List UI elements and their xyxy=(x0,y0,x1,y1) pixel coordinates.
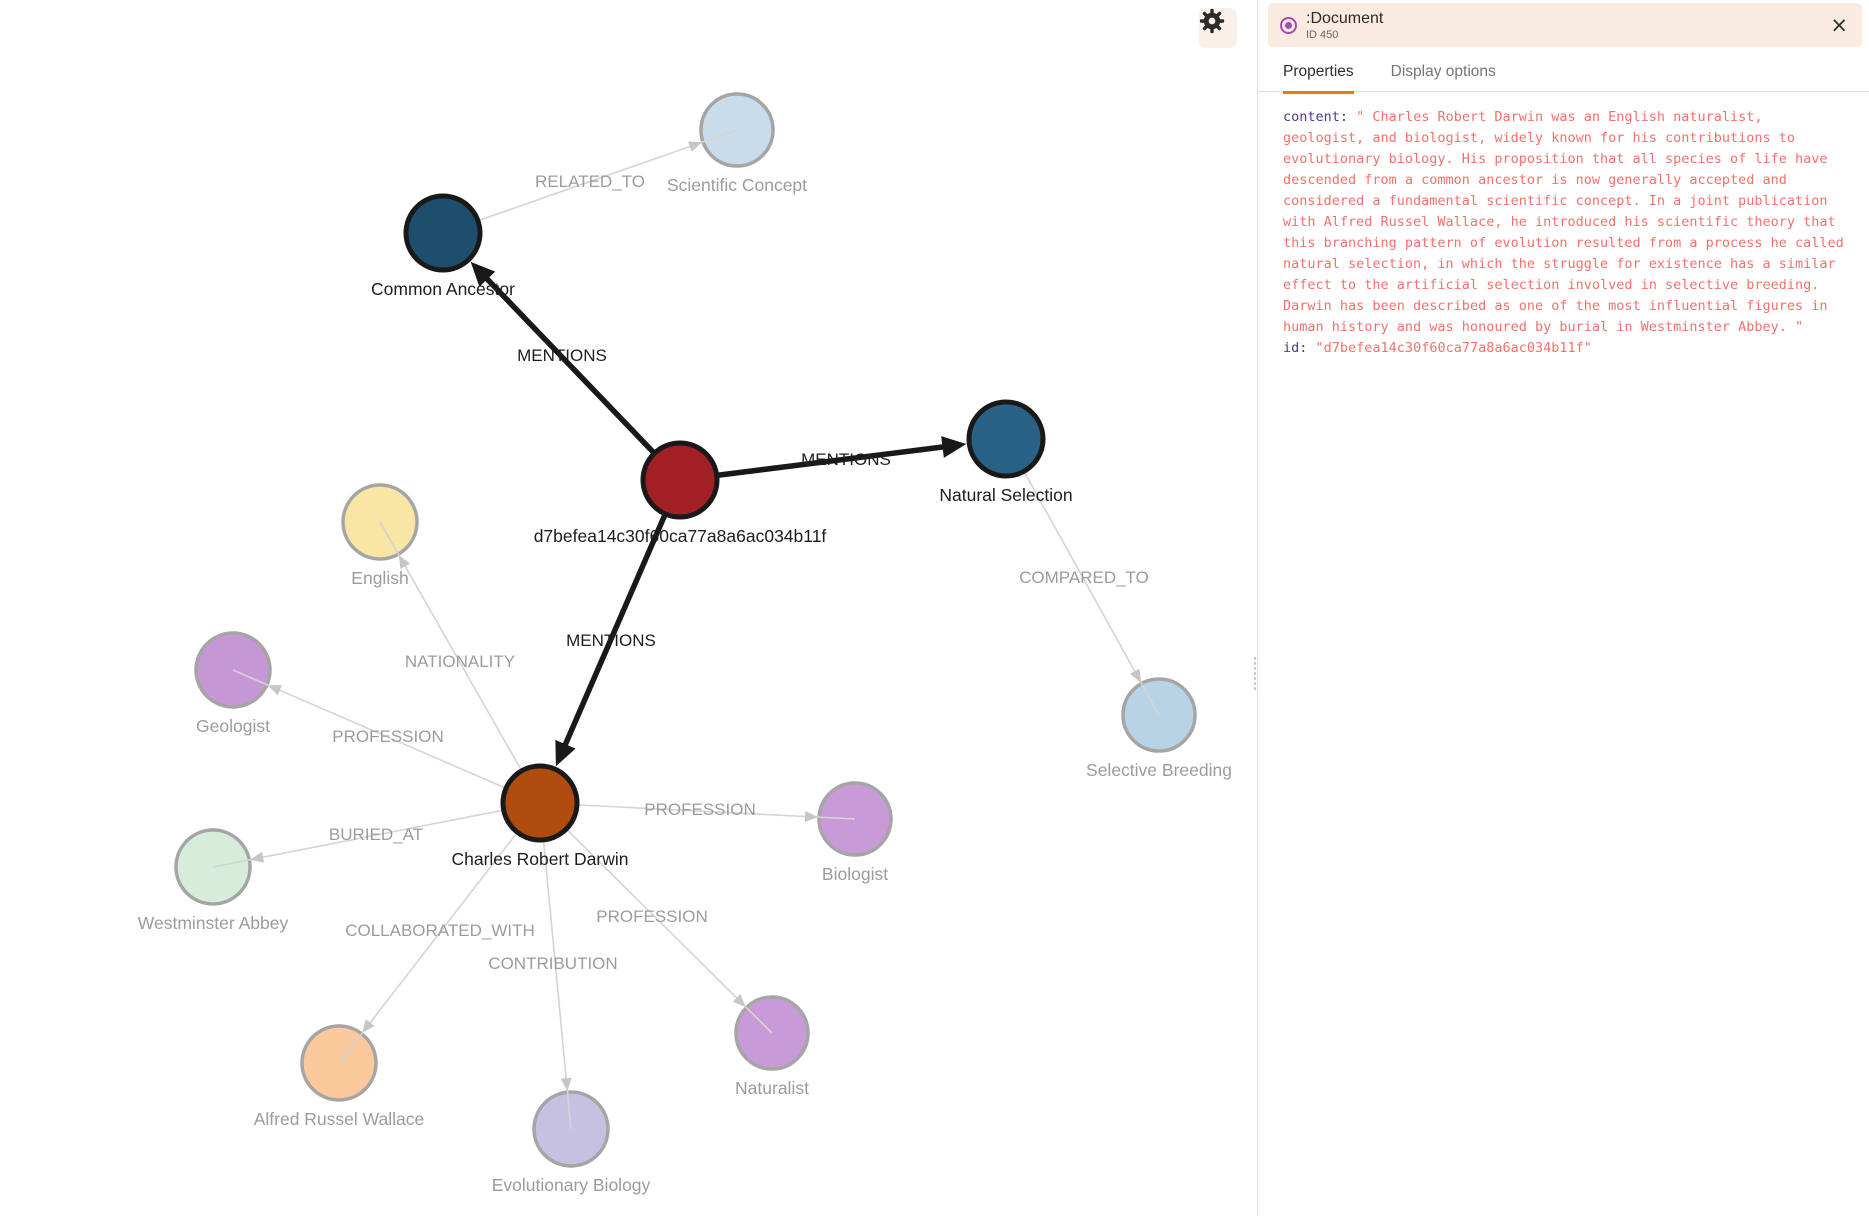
edge-arrowhead xyxy=(732,993,746,1007)
settings-button[interactable] xyxy=(1199,8,1237,48)
edge-label: PROFESSION xyxy=(596,907,707,926)
graph-edge[interactable] xyxy=(539,802,572,1130)
node-label: d7befea14c30f60ca77a8a6ac034b11f xyxy=(534,526,827,546)
graph-node-natural-selection[interactable] xyxy=(966,399,1046,479)
node-label: Westminster Abbey xyxy=(138,913,289,933)
tab-properties[interactable]: Properties xyxy=(1283,63,1354,91)
edge-label: RELATED_TO xyxy=(535,172,645,191)
edge-label: PROFESSION xyxy=(644,800,755,819)
gear-icon xyxy=(1199,8,1225,34)
graph-edge[interactable] xyxy=(379,521,541,804)
node-label: Scientific Concept xyxy=(667,175,807,195)
graph-edge[interactable] xyxy=(232,669,541,804)
node-header-card: :Document ID 450 × xyxy=(1268,3,1862,47)
node-label: Charles Robert Darwin xyxy=(451,849,628,869)
edge-arrowhead xyxy=(267,685,282,696)
node-label: Natural Selection xyxy=(939,485,1072,505)
edge-label: BURIED_AT xyxy=(329,825,423,844)
property-row: content: " Charles Robert Darwin was an … xyxy=(1283,109,1852,335)
edge-arrowhead xyxy=(398,555,411,570)
graph-edge[interactable] xyxy=(539,802,856,820)
graph-canvas[interactable]: MENTIONS MENTIONS MENTIONS RELATED_TO COMPAR… xyxy=(0,0,1257,1216)
inspector-panel: :Document ID 450 × Properties Display op… xyxy=(1258,0,1869,1216)
edge-label: PROFESSION xyxy=(332,727,443,746)
properties-list: content: " Charles Robert Darwin was an … xyxy=(1258,92,1869,359)
node-label: Naturalist xyxy=(735,1078,809,1098)
node-label-radio-icon xyxy=(1280,16,1297,34)
graph-node-common-ancestor[interactable] xyxy=(403,193,483,273)
tab-display-options[interactable]: Display options xyxy=(1390,63,1496,80)
graph-edge[interactable] xyxy=(212,802,541,868)
property-row: id: "d7befea14c30f60ca77a8a6ac034b11f" xyxy=(1283,340,1592,356)
panel-tabs: Properties Display options xyxy=(1258,47,1869,92)
graph-canvas-svg: MENTIONS MENTIONS MENTIONS RELATED_TO COMPAR… xyxy=(138,92,1232,1195)
node-id-badge: ID 450 xyxy=(1306,28,1339,41)
close-icon: × xyxy=(1830,12,1848,37)
close-button[interactable]: × xyxy=(1822,12,1862,37)
edge-arrowhead xyxy=(555,739,576,767)
edge-label: MENTIONS xyxy=(566,631,656,650)
edge-arrowhead xyxy=(362,1019,375,1033)
edge-arrowhead xyxy=(687,141,703,152)
edge-label: COLLABORATED_WITH xyxy=(345,921,535,940)
node-label: English xyxy=(351,568,408,588)
node-label: Selective Breeding xyxy=(1086,760,1232,780)
panel-divider xyxy=(1257,0,1258,1216)
graph-node-darwin[interactable] xyxy=(500,763,580,843)
edge-arrowhead xyxy=(470,261,496,287)
node-label-title: :Document xyxy=(1306,9,1384,27)
graph-edge[interactable] xyxy=(442,129,738,234)
edge-arrowhead xyxy=(560,1077,572,1092)
edge-label: NATIONALITY xyxy=(405,652,515,671)
node-label: Alfred Russel Wallace xyxy=(254,1109,425,1129)
edge-label: MENTIONS xyxy=(801,450,891,469)
node-label: Evolutionary Biology xyxy=(492,1175,651,1195)
graph-edge-mentions[interactable] xyxy=(679,443,948,483)
graph-edge[interactable] xyxy=(1005,438,1160,716)
graph-edge[interactable] xyxy=(539,802,773,1034)
node-label: Geologist xyxy=(196,716,270,736)
edge-arrowhead xyxy=(1129,668,1142,683)
edge-arrowhead xyxy=(804,810,819,822)
graph-edge[interactable] xyxy=(338,802,541,1064)
graph-edge-mentions[interactable] xyxy=(481,273,682,482)
edge-arrowhead xyxy=(941,436,967,458)
node-label: Biologist xyxy=(822,864,888,884)
graph-edge-mentions[interactable] xyxy=(560,478,683,750)
edge-label: CONTRIBUTION xyxy=(488,954,617,973)
panel-resize-handle[interactable] xyxy=(1252,655,1261,691)
edge-label: MENTIONS xyxy=(517,346,607,365)
edge-arrowhead xyxy=(250,851,265,863)
node-label: Common Ancestor xyxy=(371,279,515,299)
graph-node-document[interactable] xyxy=(640,440,720,520)
edge-label: COMPARED_TO xyxy=(1019,568,1149,587)
